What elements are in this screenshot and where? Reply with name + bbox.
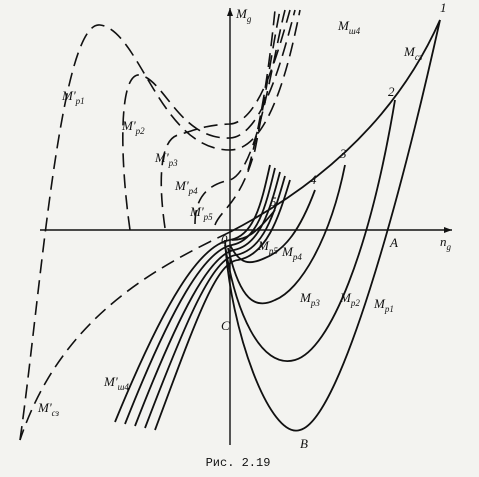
curve-label: B	[300, 436, 308, 451]
label-sub: ш4	[349, 26, 361, 36]
label-sub: g	[247, 14, 252, 24]
curve-label: Mсз	[403, 44, 423, 62]
axes	[40, 8, 452, 445]
curve-label: M'сз	[37, 400, 59, 418]
label-text: B	[300, 436, 308, 451]
curve-label: M'p2	[121, 118, 145, 136]
x-axis-label: ng	[440, 234, 452, 252]
label-text: M'	[103, 374, 118, 389]
label-sub: p5	[268, 246, 279, 256]
y-axis-label: Mg	[235, 6, 252, 24]
curve-p4-dashed	[194, 9, 286, 225]
label-sub: p1	[75, 96, 85, 106]
x-arrow	[444, 227, 452, 233]
label-text: 0	[221, 232, 228, 247]
label-text: M'	[121, 118, 136, 133]
label-sub: p5	[203, 212, 214, 222]
label-sub: p3	[310, 298, 321, 308]
label-text: M'	[61, 88, 76, 103]
curve-label: Mp3	[299, 290, 320, 308]
curve-p1	[224, 19, 441, 432]
curve-label: M'p5	[189, 204, 213, 222]
solid-curves	[114, 19, 441, 432]
label-sub: p2	[350, 298, 361, 308]
curve-p4	[229, 189, 316, 264]
curve-label: 5	[270, 194, 277, 209]
curve-p5-dashed	[214, 9, 281, 226]
curve-label: Mp2	[339, 290, 360, 308]
curve-label: A	[389, 235, 398, 250]
label-text: n	[440, 234, 447, 249]
label-sub: p3	[168, 158, 179, 168]
label-text: A	[389, 235, 398, 250]
label-sub: p1	[384, 304, 394, 314]
curve-label: Mp5	[257, 238, 278, 256]
curve-label: 1	[440, 0, 447, 15]
label-sub: ш4	[118, 382, 130, 392]
label-text: C	[221, 318, 230, 333]
curve-label: 4	[310, 172, 317, 187]
curve-label: M'p3	[154, 150, 178, 168]
dashed-curves	[19, 9, 301, 441]
curve-label: Mp1	[373, 296, 394, 314]
curve-label: 2	[388, 84, 395, 99]
curve-label: 3	[339, 146, 347, 161]
label-sub: сз	[415, 52, 423, 62]
curve-p3	[227, 164, 346, 305]
curve-p1-dashed	[19, 9, 301, 441]
label-text: M'	[189, 204, 204, 219]
curve-sh	[144, 175, 286, 429]
curve-sh	[114, 164, 271, 423]
curve-p3-dashed	[160, 9, 291, 229]
labels: Mgng12345ABC0MсзM'сзMш4M'ш4M'p1M'p2M'p3M…	[37, 0, 452, 451]
curve-label: M'p4	[174, 178, 198, 196]
label-text: 5	[270, 194, 277, 209]
label-text: M'	[37, 400, 52, 415]
label-sub: g	[447, 242, 452, 252]
label-text: M	[281, 244, 294, 259]
label-text: M'	[154, 150, 169, 165]
curve-sh	[154, 179, 291, 431]
curve-p2-dashed	[122, 9, 296, 231]
curve-label: C	[221, 318, 230, 333]
label-text: M	[403, 44, 416, 59]
label-text: M	[299, 290, 312, 305]
label-sub: p4	[292, 252, 303, 262]
label-text: M	[337, 18, 350, 33]
label-text: M'	[174, 178, 189, 193]
curve-label: Mp4	[281, 244, 302, 262]
curve-label: M'ш4	[103, 374, 129, 392]
curve-p2	[224, 99, 396, 362]
label-text: M	[235, 6, 248, 21]
label-text: 4	[310, 172, 317, 187]
label-text: M	[257, 238, 270, 253]
label-sub: p2	[135, 126, 146, 136]
curve-cz-dashed	[19, 231, 231, 441]
curve-label: 0	[221, 232, 228, 247]
label-text: M	[339, 290, 352, 305]
label-text: 3	[339, 146, 347, 161]
label-text: 2	[388, 84, 395, 99]
label-sub: p4	[188, 186, 199, 196]
label-text: 1	[440, 0, 447, 15]
curve-p5	[231, 209, 276, 241]
label-text: M	[373, 296, 386, 311]
label-sub: сз	[52, 408, 60, 418]
curve-cz	[229, 19, 441, 233]
curve-label: M'p1	[61, 88, 85, 106]
curve-sh	[124, 167, 276, 425]
y-arrow	[227, 8, 233, 16]
caption: Рис. 2.19	[206, 456, 271, 470]
curve-label: Mш4	[337, 18, 361, 36]
